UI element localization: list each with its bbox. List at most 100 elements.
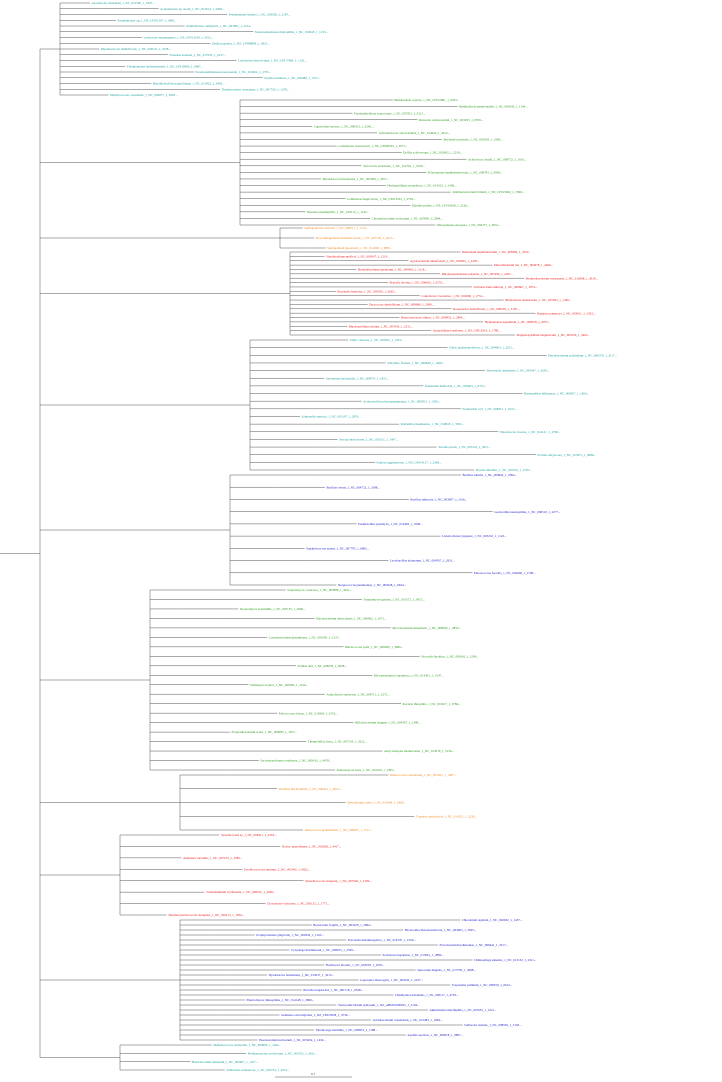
leaf-label: Amycolatopsis mediterranei_1_NC_014318_1…	[384, 749, 454, 753]
leaf-label: Chromobacterium violaceum_1_NC_005085_1_…	[372, 217, 443, 221]
leaf-label: Gemmata obscuriglobus_1_NZ_CP025958_1_47…	[281, 1013, 350, 1017]
tree-labels: Azotobacter vinelandii_1_NC_012560_1_184…	[92, 1, 618, 1072]
leaf-label: Salinispora tropica_1_NC_009380_1_1916..…	[250, 683, 308, 687]
leaf-label: Bacillus cereus_1_NC_004722_1_3188...	[326, 485, 379, 489]
leaf-label: Thermotoga maritima_1_NC_000853_1_1188..…	[316, 1028, 378, 1032]
leaf-label: Photobacterium profundum_1_NC_006370_1_3…	[548, 353, 617, 357]
leaf-label: Deinococcus geothermalis_1_NC_008025_1_1…	[305, 828, 373, 832]
leaf-label: Sphingomonas wittichii_1_NC_009511_1_172…	[304, 226, 368, 230]
leaf-label: Frateuria aurantia_1_NC_017033_1_2217...	[169, 53, 226, 57]
leaf-label: Enterobacter cloacae_1_NC_014121_1_2790.…	[500, 430, 561, 434]
leaf-label: Listeria monocytogenes_1_NC_003210_1_112…	[442, 534, 507, 538]
leaf-label: Azotobacter vinelandii_1_NC_012560_1_184…	[92, 1, 155, 5]
leaf-label: Bacillus anthracis_1_NC_003997_1_1416...	[410, 498, 467, 502]
leaf-label: Meiothermus ruber_1_NC_013946_1_1864...	[347, 801, 406, 805]
leaf-label: Acidovorax citrulli_1_NC_008752_1_1610..…	[468, 157, 526, 161]
leaf-label: Erwinia amylovora_1_NC_013971_1_0986...	[537, 453, 596, 457]
leaf-label: Geobacillus kaustophilus_1_NC_006510_1_2…	[494, 510, 560, 514]
leaf-label: Trichodesmium erythraeum_1_NC_008312_1_2…	[206, 890, 275, 894]
leaf-label: Anabaena variabilis_1_NC_007413_1_3580..…	[183, 856, 243, 860]
leaf-label: Kitasatospora setae_1_NC_016109_1_3395..…	[337, 768, 396, 772]
leaf-label: Agrobacterium tumefaciens_1_NC_003062_1_…	[410, 259, 480, 263]
leaf-label: Serratia marcescens_1_NC_020211_1_1447..…	[339, 438, 398, 442]
leaf-label: Thermosynechococcus elongatus_1_NC_00411…	[168, 913, 244, 917]
leaf-label: Nitrosomonas europaea_1_NC_004757_1_0651…	[436, 223, 500, 227]
leaf-label: Aquifex aeolicus_1_NC_000918_1_0897...	[407, 1033, 463, 1037]
leaf-label: Achromobacter xylosoxidans_1_NC_014640_1…	[379, 131, 451, 135]
leaf-label: Bacteroides thetaiotaomicron_1_NC_004663…	[405, 928, 477, 932]
leaf-label: Sulfolobus solfataricus_1_NC_002754_1_20…	[226, 1068, 289, 1072]
leaf-label: Comamonas testosteroni_1_NZ_CP006704_1_3…	[338, 144, 407, 148]
leaf-label: Vibrio parahaemolyticus_1_NC_004603_1_22…	[449, 346, 515, 350]
scale-bar: 0.1	[275, 1072, 352, 1078]
leaf-label: Synechococcus elongatus_1_NC_007604_1_13…	[305, 879, 372, 883]
leaf-label: Deinococcus radiodurans_1_NC_001263_1_14…	[390, 773, 456, 777]
leaf-label: Pseudoxanthomonas suwonensis_1_NC_014924…	[195, 70, 271, 74]
leaf-label: Streptococcus pneumoniae_1_NC_003028_1_0…	[338, 583, 406, 587]
leaf-label: Rhodoferax ferrireducens_1_NC_007908_1_2…	[323, 177, 390, 181]
leaf-label: Nostoc punctiforme_1_NC_010628_1_4417...	[282, 845, 342, 849]
leaf-label: Cytophaga hutchinsonii_1_NC_008255_1_250…	[291, 948, 355, 952]
leaf-label: Thermobifida fusca_1_NC_007333_1_2012...	[308, 740, 367, 744]
leaf-label: Escherichia coli_1_NC_000913_1_2215...	[462, 407, 517, 411]
leaf-label: Rhodospirillum rubrum_1_NC_007643_1_2311…	[349, 324, 413, 328]
leaf-label: Mesorhizobium loti_1_NC_002678_1_4460...	[494, 263, 553, 267]
leaf-label: Methylobacterium extorquens_1_NC_012808_…	[526, 276, 598, 280]
leaf-label: Pasteurella multocida_1_NC_002663_1_0722…	[425, 384, 487, 388]
leaf-label: Azospirillum brasilense_1_NZ_CP012914_1_…	[433, 329, 501, 333]
leaf-label: Klebsiella pneumoniae_1_NC_016845_1_3301…	[401, 422, 464, 426]
leaf-label: Pedobacter heparinus_1_NC_013061_1_2882.…	[383, 953, 444, 957]
leaf-label: Pseudomonas_sp_1_NZ_CP011567_1_4001...	[117, 18, 177, 22]
leaf-label: Lysobacter enzymogenes_1_NZ_CP013140_1_5…	[143, 36, 213, 40]
leaf-label: Bradyrhizobium japonicum_1_NC_004463_1_5…	[358, 268, 427, 272]
leaf-label: Delftia acidovorans_1_NC_010002_1_2218..…	[403, 151, 462, 155]
leaf-label: Micrococcus luteus_1_NC_012803_1_1052...	[279, 711, 338, 715]
leaf-label: Staphylococcus aureus_1_NC_007795_1_0865…	[306, 546, 369, 550]
leaf-label: Leptospira interrogans_1_NC_004342_1_223…	[360, 978, 423, 982]
leaf-label: Rhodobacter sphaeroides_1_NC_007493_1_13…	[505, 298, 571, 302]
leaf-label: Dyella japonica_1_NZ_CP008884_1_0921...	[212, 41, 270, 45]
leaf-label: Thiomicrospira crunogena_1_NC_007520_1_1…	[221, 87, 289, 91]
leaf-label: Lactobacillus plantarum_1_NC_004567_1_26…	[390, 559, 455, 563]
leaf-label: Caulobacter crescentus_1_NC_002696_1_275…	[421, 294, 485, 298]
leaf-label: Roseobacter denitrificans_1_NC_008209_1_…	[453, 307, 520, 311]
leaf-label: Variovorax paradoxus_1_NC_012791_1_5529.…	[363, 164, 425, 168]
leaf-label: Acidobacterium capsulatum_1_NC_012483_1_…	[373, 1018, 443, 1022]
leaf-label: Arthrobacter aurescens_1_NC_008711_1_257…	[326, 692, 389, 696]
leaf-label: Solibacter usitatus_1_NC_008536_1_5102..…	[464, 1023, 522, 1027]
leaf-label: Kocuria rhizophila_1_NC_010617_1_0784...	[403, 702, 461, 706]
leaf-label: Burkholderia cepacia_1_NZ_CP012981_1_003…	[394, 98, 459, 102]
leaf-label: Haemophilus influenzae_1_NC_000907_1_106…	[524, 392, 589, 396]
leaf-label: Hyphomonas neptunium_1_NC_008358_1_0975.…	[485, 320, 551, 324]
leaf-label: Sinorhizobium meliloti_1_NC_003047_1_121…	[326, 254, 390, 258]
leaf-label: Yersinia pestis_1_NC_003143_1_3015...	[438, 445, 491, 449]
leaf-label: Streptomyces griseus_1_NC_010572_1_3872.…	[363, 598, 424, 602]
leaf-label: Truepera radiovictrix_1_NC_014221_1_2230…	[416, 814, 477, 818]
leaf-label: Pseudomonas stutzeri_1_NC_018028_1_3187.…	[229, 13, 291, 17]
leaf-label: Janthinobacterium lividum_1_NZ_CP015992_…	[452, 190, 524, 194]
leaf-label: Nocardia farcinica_1_NC_006361_1_2199...	[421, 654, 479, 658]
leaf-label: Dinoroseobacter shibae_1_NC_009952_1_280…	[401, 316, 465, 320]
leaf-label: Spirosoma linguale_1_NC_013730_1_3698...	[417, 968, 476, 972]
leaf-label: Brucella abortus_1_NC_006932_1_0553...	[390, 281, 445, 285]
leaf-label: Enterococcus faecalis_1_NC_004668_1_1748…	[474, 571, 536, 575]
leaf-label: Rhodopseudomonas palustris_1_NC_005296_1…	[442, 272, 514, 276]
leaf-label: Micromonospora aurantiaca_1_NC_014391_1_…	[374, 673, 444, 677]
leaf-label: Burkholderia pseudomallei_1_NC_006350_1_…	[459, 105, 528, 109]
leaf-label: Borrelia burgdorferi_1_NC_001318_1_0548.…	[303, 988, 363, 992]
leaf-label: Cupriavidus necator_1_NC_008313_1_2540..…	[314, 124, 374, 128]
leaf-label: Chlamydia trachomatis_1_NC_000117_1_0703…	[395, 993, 459, 997]
leaf-label: Streptomyces coelicolor_1_NC_003888_1_44…	[287, 588, 352, 592]
leaf-label: Bartonella henselae_1_NC_005956_1_0662..…	[337, 289, 396, 293]
leaf-label: Treponema pallidum_1_NC_000919_1_0612...	[452, 983, 513, 987]
leaf-label: Ochrobactrum anthropi_1_NC_009667_1_1874…	[473, 285, 537, 289]
leaf-label: Shewanella oneidensis_1_NC_004347_1_2634…	[486, 369, 549, 373]
leaf-label: Neisseria meningitidis_1_NC_003112_1_114…	[307, 210, 369, 214]
tree-branches	[0, 2, 547, 1071]
leaf-label: Synechocystis sp_1_NC_000911_1_2318...	[221, 833, 277, 837]
leaf-label: Collimonas fungivorans_1_NZ_CP013232_1_0…	[347, 197, 416, 201]
leaf-label: Verrucomicrobium spinosum_1_NZ_ABIZ01000…	[338, 1003, 420, 1007]
leaf-label: Paenibacillus polymyxa_1_NC_014483_1_350…	[358, 522, 423, 526]
leaf-label: Thermus thermophilus_1_NC_006461_1_0921.…	[279, 787, 342, 791]
leaf-label: Frankia alni_1_NC_008278_1_4028...	[297, 664, 346, 668]
